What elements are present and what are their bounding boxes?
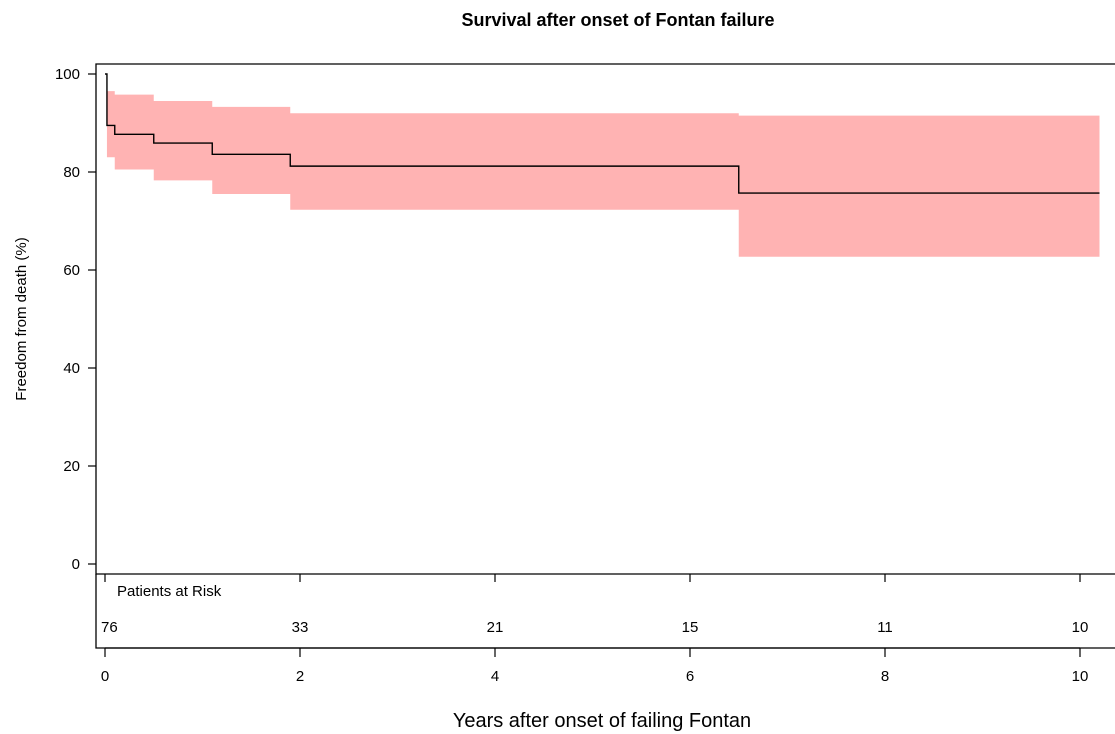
risk-table-label: Patients at Risk — [117, 583, 222, 600]
risk-count: 21 — [487, 619, 504, 636]
x-axis-label: Years after onset of failing Fontan — [453, 710, 751, 732]
confidence-band — [106, 91, 1100, 257]
x-tick-label: 8 — [881, 668, 889, 685]
y-tick-label: 100 — [55, 66, 80, 83]
x-tick-label: 10 — [1072, 668, 1089, 685]
risk-table-frame — [95, 574, 1115, 649]
x-tick-label: 6 — [686, 668, 694, 685]
y-axis: 0 20 40 60 80 100 — [55, 66, 96, 573]
risk-table: 76 33 21 15 11 10 — [101, 574, 1088, 636]
risk-count: 10 — [1072, 619, 1089, 636]
x-axis: 0 2 4 6 8 10 — [101, 647, 1089, 685]
x-tick-label: 2 — [296, 668, 304, 685]
risk-count: 33 — [292, 619, 309, 636]
y-tick-label: 40 — [63, 360, 80, 377]
survival-line-layer — [105, 73, 1100, 194]
confidence-band-layer — [106, 91, 1100, 257]
chart-title: Survival after onset of Fontan failure — [461, 10, 774, 30]
y-tick-label: 60 — [63, 262, 80, 279]
x-tick-label: 0 — [101, 668, 109, 685]
risk-count: 76 — [101, 619, 118, 636]
y-tick-label: 0 — [72, 556, 80, 573]
risk-count: 11 — [877, 619, 893, 636]
risk-count: 15 — [682, 619, 699, 636]
x-tick-label: 4 — [491, 668, 499, 685]
y-tick-label: 80 — [63, 164, 80, 181]
y-tick-label: 20 — [63, 458, 80, 475]
plot-frame — [95, 63, 1115, 575]
survival-curve — [105, 73, 1100, 194]
y-axis-label: Freedom from death (%) — [13, 237, 30, 400]
